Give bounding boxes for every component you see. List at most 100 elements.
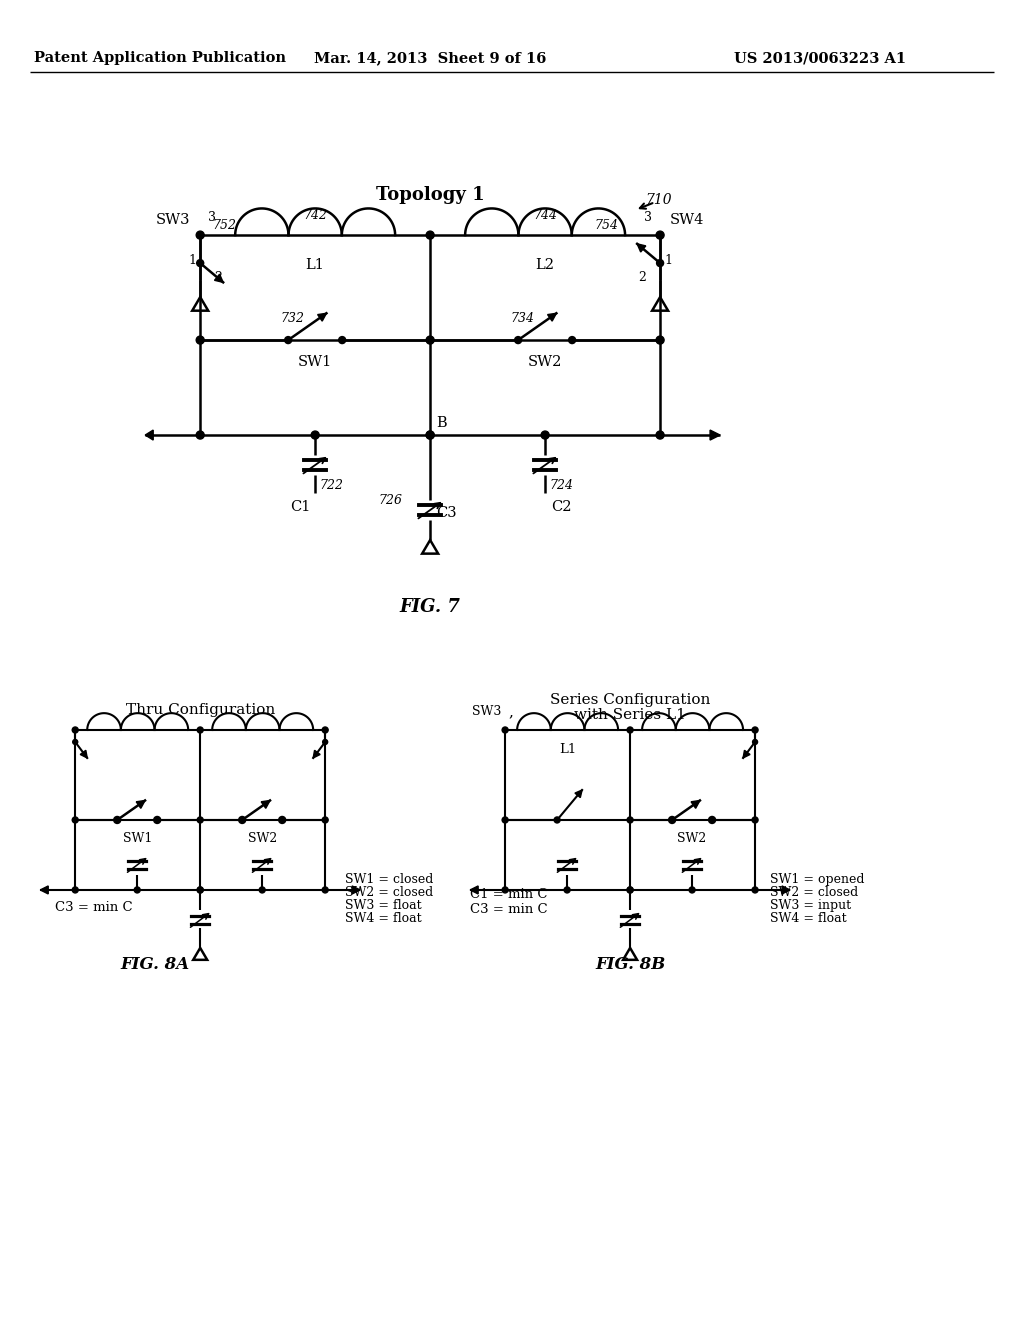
Polygon shape <box>136 800 145 808</box>
Text: Mar. 14, 2013  Sheet 9 of 16: Mar. 14, 2013 Sheet 9 of 16 <box>314 51 547 65</box>
Text: 1: 1 <box>188 253 197 267</box>
Circle shape <box>198 817 203 822</box>
Text: 754: 754 <box>594 219 618 231</box>
Circle shape <box>689 887 695 892</box>
Circle shape <box>564 887 570 892</box>
Text: 3: 3 <box>208 211 216 223</box>
Circle shape <box>426 432 434 440</box>
Text: SW3 = input: SW3 = input <box>770 899 851 912</box>
Text: SW4 = float: SW4 = float <box>770 912 847 925</box>
Text: SW3: SW3 <box>472 705 501 718</box>
Circle shape <box>656 260 664 267</box>
Circle shape <box>134 887 140 892</box>
Text: SW2: SW2 <box>248 832 276 845</box>
Text: B: B <box>436 416 446 430</box>
Text: SW2 = closed: SW2 = closed <box>345 887 433 899</box>
Circle shape <box>627 727 633 733</box>
Text: SW4: SW4 <box>670 213 705 227</box>
Circle shape <box>627 887 633 892</box>
Polygon shape <box>214 275 223 282</box>
Polygon shape <box>710 430 720 440</box>
Circle shape <box>502 887 508 892</box>
Polygon shape <box>548 313 556 321</box>
Text: C2: C2 <box>551 500 571 513</box>
Circle shape <box>627 887 633 892</box>
Circle shape <box>323 727 328 733</box>
Circle shape <box>426 337 434 345</box>
Circle shape <box>627 817 633 822</box>
Text: 710: 710 <box>645 193 672 207</box>
Circle shape <box>311 432 319 440</box>
Text: FIG. 7: FIG. 7 <box>399 598 461 616</box>
Circle shape <box>554 817 560 822</box>
Text: SW2: SW2 <box>678 832 707 845</box>
Text: SW3: SW3 <box>156 213 190 227</box>
Text: 722: 722 <box>319 479 343 491</box>
Polygon shape <box>574 789 582 797</box>
Polygon shape <box>40 886 48 894</box>
Polygon shape <box>782 886 791 894</box>
Polygon shape <box>470 886 478 894</box>
Circle shape <box>752 727 758 733</box>
Circle shape <box>515 337 521 343</box>
Circle shape <box>502 727 508 733</box>
Circle shape <box>73 727 78 733</box>
Circle shape <box>752 887 758 892</box>
Circle shape <box>198 887 203 892</box>
Circle shape <box>197 231 204 239</box>
Circle shape <box>73 739 78 744</box>
Text: Topology 1: Topology 1 <box>376 186 484 205</box>
Circle shape <box>656 432 665 440</box>
Polygon shape <box>352 886 360 894</box>
Text: SW1: SW1 <box>123 832 152 845</box>
Text: C3: C3 <box>436 506 457 520</box>
Polygon shape <box>261 800 270 808</box>
Circle shape <box>502 817 508 822</box>
Text: C1: C1 <box>290 500 310 513</box>
Circle shape <box>198 887 203 892</box>
Circle shape <box>198 727 203 733</box>
Text: Patent Application Publication: Patent Application Publication <box>34 51 286 65</box>
Circle shape <box>197 337 204 345</box>
Text: C3 = min C: C3 = min C <box>55 902 133 915</box>
Circle shape <box>656 231 665 239</box>
Text: C3 = min C: C3 = min C <box>470 903 548 916</box>
Circle shape <box>154 817 161 824</box>
Circle shape <box>656 337 665 345</box>
Text: L1: L1 <box>559 743 577 756</box>
Text: SW2 = closed: SW2 = closed <box>770 887 858 899</box>
Text: L2: L2 <box>536 259 555 272</box>
Text: 1: 1 <box>665 253 672 267</box>
Circle shape <box>752 817 758 822</box>
Text: US 2013/0063223 A1: US 2013/0063223 A1 <box>734 51 906 65</box>
Circle shape <box>279 817 286 824</box>
Polygon shape <box>80 750 87 758</box>
Text: SW1 = closed: SW1 = closed <box>345 874 433 887</box>
Text: Thru Configuration: Thru Configuration <box>126 704 274 717</box>
Text: 744: 744 <box>534 209 557 222</box>
Circle shape <box>339 337 346 343</box>
Text: with Series L1: with Series L1 <box>574 708 686 722</box>
Text: 2: 2 <box>214 271 222 284</box>
Text: SW1 = opened: SW1 = opened <box>770 874 864 887</box>
Text: ,: , <box>508 705 513 719</box>
Circle shape <box>669 817 676 824</box>
Circle shape <box>426 432 434 440</box>
Circle shape <box>426 231 434 239</box>
Text: 752: 752 <box>212 219 237 231</box>
Text: 734: 734 <box>510 312 535 325</box>
Circle shape <box>323 739 328 744</box>
Text: 724: 724 <box>549 479 573 491</box>
Circle shape <box>323 887 328 892</box>
Circle shape <box>541 432 549 440</box>
Circle shape <box>239 817 246 824</box>
Text: SW4 = float: SW4 = float <box>345 912 422 925</box>
Text: SW2: SW2 <box>528 355 562 370</box>
Text: FIG. 8A: FIG. 8A <box>121 957 189 973</box>
Circle shape <box>259 887 265 892</box>
Polygon shape <box>145 430 154 440</box>
Text: 726: 726 <box>378 494 402 507</box>
Text: 2: 2 <box>638 271 646 284</box>
Polygon shape <box>313 750 321 758</box>
Polygon shape <box>317 313 327 321</box>
